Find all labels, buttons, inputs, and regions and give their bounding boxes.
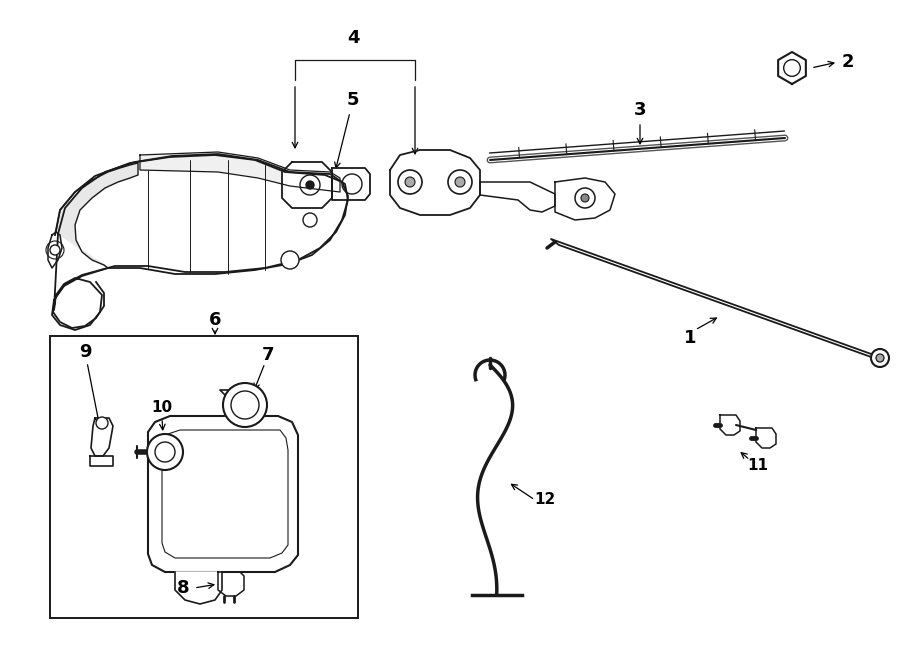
- Text: 2: 2: [842, 53, 854, 71]
- Polygon shape: [390, 150, 480, 215]
- Circle shape: [448, 170, 472, 194]
- Circle shape: [303, 213, 317, 227]
- Circle shape: [575, 188, 595, 208]
- Polygon shape: [480, 182, 555, 212]
- Polygon shape: [551, 239, 885, 362]
- Circle shape: [405, 177, 415, 187]
- Bar: [50, 336, 358, 618]
- Polygon shape: [555, 178, 615, 220]
- Polygon shape: [220, 390, 248, 416]
- Polygon shape: [332, 168, 370, 200]
- Circle shape: [581, 194, 589, 202]
- Polygon shape: [48, 232, 62, 268]
- Text: 3: 3: [634, 101, 646, 119]
- Text: 4: 4: [346, 29, 359, 47]
- Polygon shape: [91, 418, 113, 456]
- Polygon shape: [282, 162, 332, 208]
- Text: 7: 7: [262, 346, 274, 364]
- Circle shape: [50, 245, 60, 255]
- Text: 1: 1: [684, 329, 697, 347]
- Text: 6: 6: [209, 311, 221, 329]
- Polygon shape: [175, 572, 222, 604]
- Circle shape: [96, 417, 108, 429]
- Polygon shape: [90, 456, 113, 466]
- Text: 9: 9: [79, 343, 91, 361]
- Circle shape: [281, 251, 299, 269]
- Text: 8: 8: [176, 579, 189, 597]
- Circle shape: [223, 383, 267, 427]
- Polygon shape: [56, 163, 138, 268]
- Text: 5: 5: [346, 91, 359, 109]
- Circle shape: [871, 349, 889, 367]
- Polygon shape: [218, 572, 244, 596]
- Text: 12: 12: [535, 492, 555, 508]
- Polygon shape: [53, 155, 348, 328]
- Polygon shape: [778, 52, 806, 84]
- Circle shape: [876, 354, 884, 362]
- Circle shape: [147, 434, 183, 470]
- Circle shape: [455, 177, 465, 187]
- Text: 10: 10: [151, 401, 173, 416]
- Polygon shape: [148, 416, 298, 572]
- Circle shape: [306, 181, 314, 189]
- Polygon shape: [52, 154, 348, 330]
- Polygon shape: [140, 152, 340, 192]
- Polygon shape: [756, 428, 776, 448]
- Text: 11: 11: [748, 459, 769, 473]
- Polygon shape: [720, 415, 740, 435]
- Circle shape: [398, 170, 422, 194]
